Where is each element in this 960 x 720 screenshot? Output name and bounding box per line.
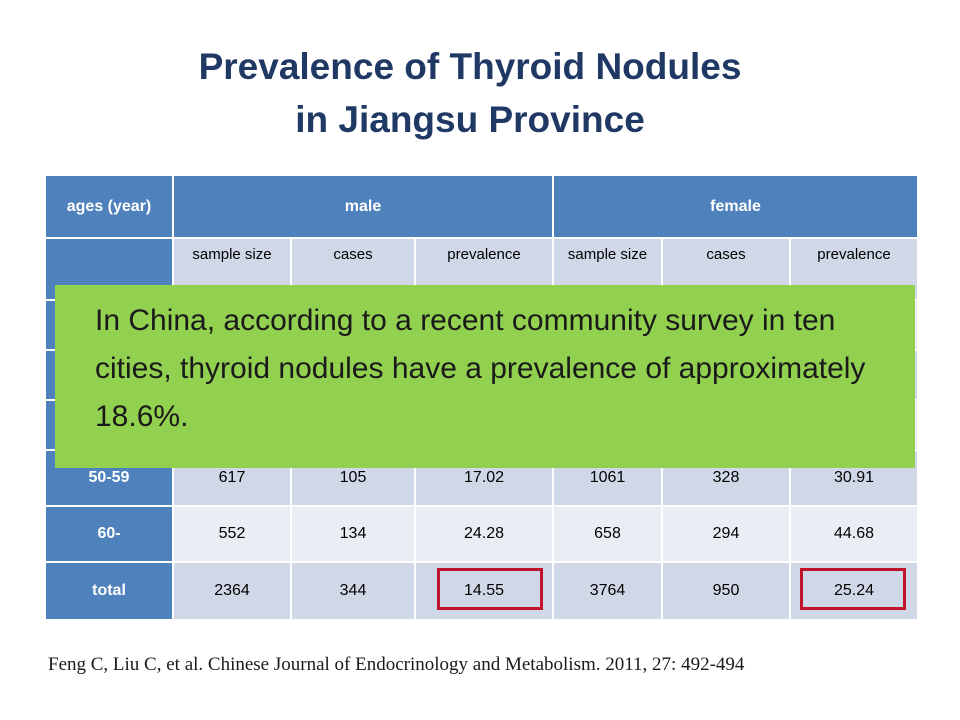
title-line: Prevalence of Thyroid Nodules — [198, 46, 742, 87]
table-cell: 2364 — [173, 562, 291, 620]
table-cell: 25.24 — [790, 562, 918, 620]
table-cell: 658 — [553, 506, 662, 562]
table-cell: 44.68 — [790, 506, 918, 562]
citation: Feng C, Liu C, et al. Chinese Journal of… — [48, 654, 745, 675]
table-cell: 3764 — [553, 562, 662, 620]
header-cell: ages (year) — [45, 175, 173, 238]
callout: In China, according to a recent communit… — [55, 285, 915, 468]
table-cell: 950 — [662, 562, 790, 620]
table-cell: 24.28 — [415, 506, 553, 562]
row-header-cell: total — [45, 562, 173, 620]
table-cell: 134 — [291, 506, 415, 562]
highlight-box — [800, 568, 906, 610]
table-cell: 552 — [173, 506, 291, 562]
row-header-cell: 60- — [45, 506, 173, 562]
header-cell: female — [553, 175, 918, 238]
table-cell: 344 — [291, 562, 415, 620]
header-cell: male — [173, 175, 553, 238]
table-cell: 294 — [662, 506, 790, 562]
highlight-box — [437, 568, 543, 610]
title-line: in Jiangsu Province — [295, 99, 645, 140]
